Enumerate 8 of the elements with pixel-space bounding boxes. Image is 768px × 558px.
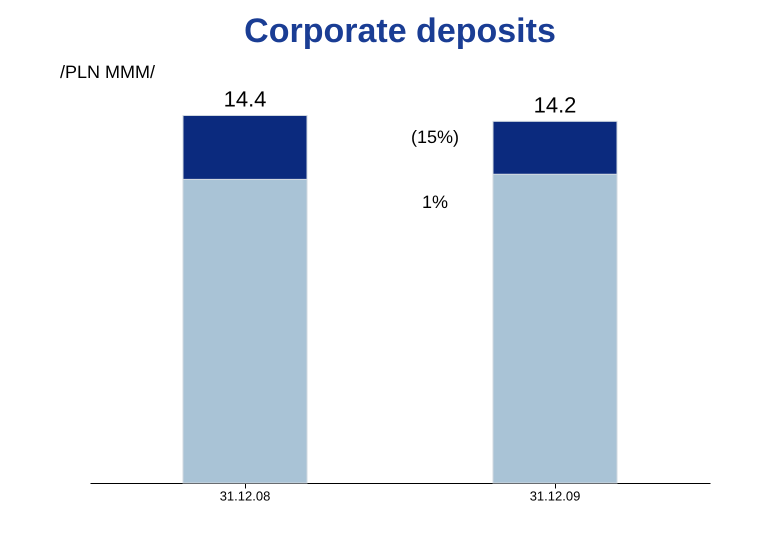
text: /PLN MMM/ — [60, 62, 156, 82]
annotation: 1% — [422, 192, 448, 212]
annotation: (15%) — [410, 127, 460, 147]
annotation: 14.4 — [224, 86, 266, 112]
annotation: 14.2 — [534, 92, 576, 118]
x-tick-label: 31.12.09 — [530, 488, 580, 504]
chart-title: Corporate deposits — [244, 12, 556, 50]
x-tick-label: 31.12.08 — [220, 488, 270, 504]
